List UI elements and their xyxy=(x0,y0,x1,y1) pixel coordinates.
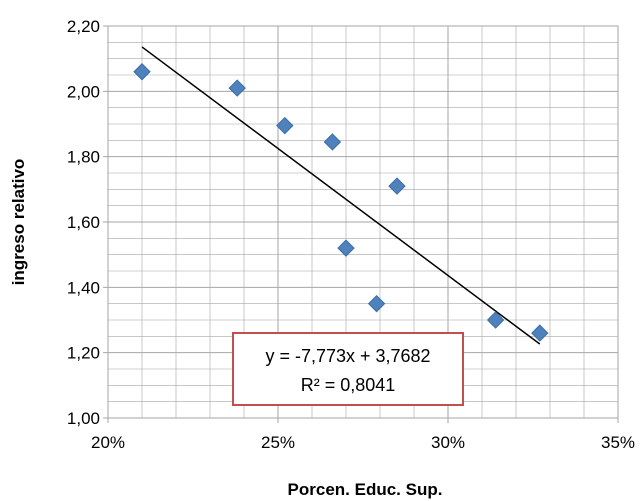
data-point xyxy=(388,177,406,195)
x-tick-label: 30% xyxy=(431,433,465,452)
data-point xyxy=(323,133,342,151)
y-axis-title: ingreso relativo xyxy=(9,159,28,286)
y-tick-label: 1,80 xyxy=(67,148,100,167)
y-tick-label: 1,40 xyxy=(67,278,100,297)
x-tick-label: 25% xyxy=(261,433,295,452)
y-tick-label: 2,00 xyxy=(67,82,100,101)
y-tick-label: 2,20 xyxy=(67,17,100,36)
trendline xyxy=(141,46,541,345)
data-point xyxy=(486,311,505,329)
x-axis-ticks: 20% 25% 30% 35% xyxy=(91,418,635,452)
x-tick-label: 20% xyxy=(91,433,125,452)
equation-box: y = -7,773x + 3,7682 R² = 0,8041 xyxy=(232,332,464,406)
r-squared-label: R² = 0,8041 xyxy=(301,375,396,395)
y-axis-ticks: 1,00 1,20 1,40 1,60 1,80 2,00 2,20 xyxy=(67,17,108,428)
data-point xyxy=(337,239,355,257)
data-point xyxy=(133,63,151,81)
data-point xyxy=(276,116,294,135)
x-axis-title: Porcen. Educ. Sup. xyxy=(288,480,443,499)
y-tick-label: 1,20 xyxy=(67,344,100,363)
data-point xyxy=(531,324,549,342)
data-point xyxy=(367,294,386,313)
trendline-equation: y = -7,773x + 3,7682 xyxy=(265,346,430,366)
y-tick-label: 1,00 xyxy=(67,409,100,428)
data-point xyxy=(228,79,246,97)
data-points xyxy=(133,63,549,342)
y-tick-label: 1,60 xyxy=(67,213,100,232)
x-tick-label: 35% xyxy=(601,433,635,452)
grid xyxy=(107,25,619,419)
